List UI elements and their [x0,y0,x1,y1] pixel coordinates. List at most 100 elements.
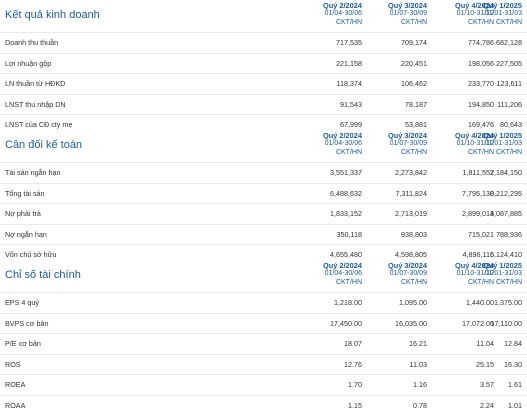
cell-value: 123,611 [496,79,522,89]
cell-value: 4,896,116 [462,250,494,260]
section-business-results: Kết quả kinh doanh Quý 2/2024 01/04-30/06… [0,0,527,135]
cell-value: 709,174 [401,38,427,47]
row-label: ROEA [5,380,26,390]
cell-value: 0.78 [413,400,427,410]
cell-value: 25.15 [476,359,494,369]
cell-value: 118,374 [336,79,362,89]
quarter-header: Quý 1/2025 01/01-31/03 CKT/HN [452,261,522,287]
table-row: Vốn chủ sở hữu 4,655,480 4,598,805 4,896,11… [0,244,527,265]
cell-value: 2,273,842 [395,168,427,177]
cell-value: 194,850 [468,99,494,109]
cell-value: 80,643 [500,120,522,130]
cell-value: 350,118 [336,229,362,239]
quarter-range: 01/10-31/12 [456,10,494,18]
cell-value: 53,881 [405,120,427,130]
cell-value: 227,505 [496,58,522,68]
quarter-header: Quý 1/2025 01/01-31/03 CKT/HN [452,131,522,157]
cell-value: 1.16 [413,380,427,390]
quarter-header: Quý 2/2024 01/04-30/06 CKT/HN [292,1,362,27]
table-row: P/E cơ bản 18.07 16.21 11.04 12.84 [0,333,527,354]
cell-value: 233,770 [468,79,494,89]
quarter-unit: CKT/HN [400,18,427,26]
quarter-header: Quý 2/2024 01/04-30/06 CKT/HN [292,261,362,287]
cell-value: 3,551,337 [330,168,362,177]
cell-value: 3.57 [480,380,494,390]
quarter-header: Quý 2/2024 01/04-30/06 CKT/HN [292,131,362,157]
table-row: LNST thu nhập DN 91,543 78,187 194,850 111,2… [0,93,527,115]
quarter-range: 01/01-31/03 [484,270,522,278]
quarter-unit: CKT/HN [400,148,427,156]
row-label: LN thuần từ HĐKD [5,79,66,89]
row-label: BVPS cơ bản [5,318,49,328]
table-row: Tài sản ngắn hạn 3,551,337 2,273,842 1,811,… [0,162,527,183]
quarter-name: Quý 1/2025 [482,131,522,140]
cell-value: 4,655,480 [330,250,362,260]
table-row: BVPS cơ bản 17,450.00 16,035.00 17,072.00 17… [0,312,527,334]
table-row: LNST của CĐ cty mẹ 67,999 53,881 169,476 80,… [0,114,527,135]
table-row: Tổng tài sản 6,488,632 7,311,824 7,795,130 8… [0,182,527,204]
cell-value: 717,535 [336,38,362,47]
section-header: Kết quả kinh doanh Quý 2/2024 01/04-30/06… [0,0,527,32]
section-balance-sheet: Cân đối kế toán Quý 2/2024 01/04-30/06 CKT… [0,130,527,265]
cell-value: 169,476 [468,120,494,130]
quarter-name: Quý 3/2024 [387,131,427,140]
cell-value: 16.21 [409,339,427,349]
cell-value: 1,811,557 [462,168,494,177]
cell-value: 17,110.00 [490,318,522,328]
row-label: EPS 4 quý [5,298,39,307]
cell-value: 3,087,885 [490,209,522,219]
cell-value: 12.76 [344,359,362,369]
cell-value: 2,184,150 [490,168,522,177]
cell-value: 198,056 [468,58,494,68]
cell-value: 938,803 [401,229,427,239]
row-label: Tài sản ngắn hạn [5,168,61,177]
quarter-unit: CKT/HN [335,278,362,286]
row-label: Nợ ngắn hạn [5,229,47,239]
cell-value: 2,899,014 [462,209,494,219]
row-label: P/E cơ bản [5,339,41,349]
cell-value: 788,936 [496,229,522,239]
row-label: Doanh thu thuần [5,38,59,47]
quarter-unit: CKT/HN [335,18,362,26]
table-row: LN thuần từ HĐKD 118,374 106,462 233,770 123… [0,73,527,94]
table-row: Nợ phải trả 1,833,152 2,713,019 2,899,014 3,… [0,203,527,224]
quarter-name: Quý 1/2025 [482,261,522,270]
cell-value: 1,833,152 [330,209,362,219]
cell-value: 1.15 [348,400,362,410]
cell-value: 6,488,632 [330,188,362,198]
quarter-name: Quý 2/2024 [322,1,362,10]
cell-value: 78,187 [405,99,427,109]
quarter-name: Quý 4/2024 [454,131,494,140]
section-title[interactable]: Chỉ số tài chính [5,269,81,281]
cell-value: 1,440.00 [466,298,494,307]
cell-value: 12.84 [504,339,522,349]
cell-value: 18.07 [344,339,362,349]
cell-value: 1.61 [508,380,522,390]
row-label: LNST thu nhập DN [5,99,66,109]
section-title[interactable]: Kết quả kinh doanh [5,9,100,21]
section-title[interactable]: Cân đối kế toán [5,139,83,151]
cell-value: 7,311,824 [395,188,427,198]
quarter-range: 01/01-31/03 [484,140,522,148]
cell-value: 17,072.00 [462,318,494,328]
quarter-name: Quý 2/2024 [322,131,362,140]
section-financial-ratios: Chỉ số tài chính Quý 2/2024 01/04-30/06 CK… [0,260,527,416]
quarter-unit: CKT/HN [495,148,522,156]
quarter-range: 01/10-31/12 [456,270,494,278]
cell-value: 1,095.00 [399,298,427,307]
cell-value: 715,021 [468,229,494,239]
quarter-name: Quý 1/2025 [482,1,522,10]
cell-value: 17,450.00 [330,318,362,328]
row-label: ROAA [5,400,26,410]
cell-value: 7,795,130 [462,188,494,198]
cell-value: 16.30 [504,359,522,369]
cell-value: 111,206 [497,99,522,109]
table-row: Doanh thu thuần 717,535 709,174 774,786 682,… [0,32,527,53]
table-row: Lợi nhuận gộp 221,158 220,451 198,056 227,50… [0,52,527,74]
cell-value: 2,713,019 [395,209,427,219]
cell-value: 67,999 [340,120,362,130]
row-label: LNST của CĐ cty mẹ [5,120,73,130]
quarter-range: 01/04-30/06 [324,270,362,278]
cell-value: 1.01 [508,400,522,410]
cell-value: 1.70 [348,380,362,390]
